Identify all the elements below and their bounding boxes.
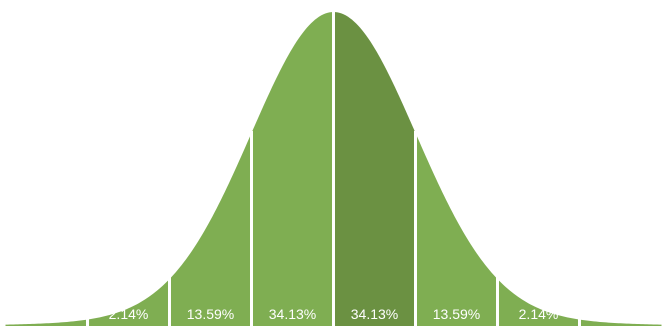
curve-segment-1 — [5, 319, 88, 326]
segment-labels: 0.14% 2.14% 13.59% 34.13% 34.13% 13.59% 2.14% 0… — [27, 306, 641, 322]
segment-label: 2.14% — [109, 306, 149, 322]
segment-label: 0.14% — [27, 306, 67, 322]
segment-label: 34.13% — [269, 306, 316, 322]
curve-segment-3 — [169, 132, 252, 326]
curve-segment-5 — [333, 12, 416, 326]
curve-segment-8 — [579, 319, 662, 326]
segment-label: 34.13% — [351, 306, 398, 322]
curve-segment-4 — [251, 12, 334, 326]
segment-dividers — [86, 10, 581, 326]
curve-segments — [5, 12, 662, 326]
segment-label: 0.14% — [601, 306, 641, 322]
segment-label: 13.59% — [187, 306, 234, 322]
curve-segment-7 — [497, 279, 580, 326]
curve-segment-6 — [415, 132, 498, 326]
segment-label: 2.14% — [519, 306, 559, 322]
segment-label: 13.59% — [433, 306, 480, 322]
curve-segment-2 — [87, 279, 170, 326]
